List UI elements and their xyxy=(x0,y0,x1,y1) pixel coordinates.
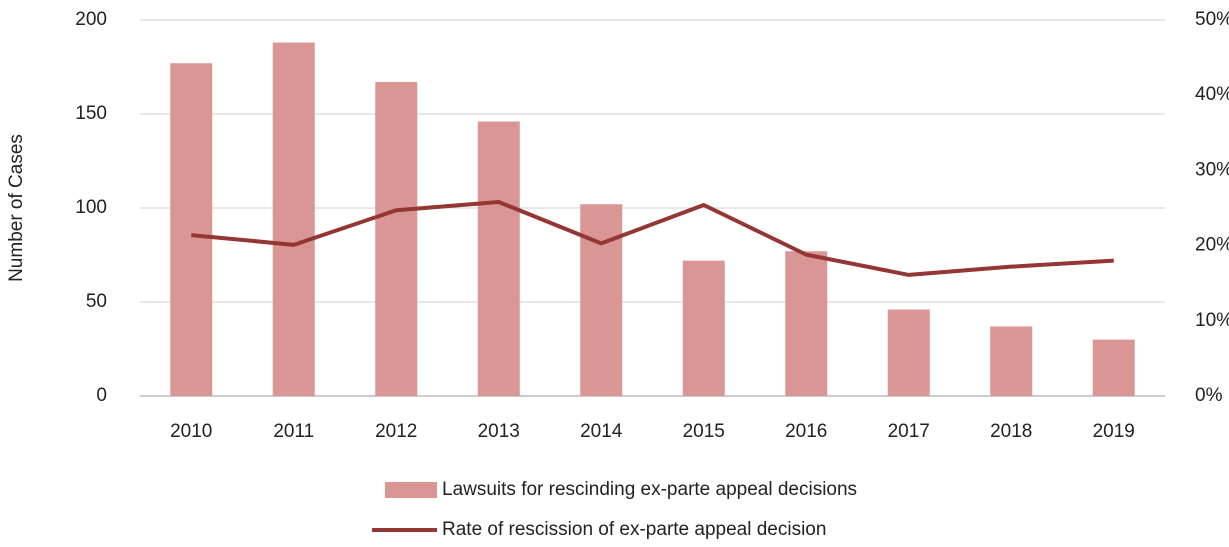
x-tick-label: 2015 xyxy=(683,421,725,442)
x-tick-label: 2014 xyxy=(580,421,623,442)
y2-tick-label: 10% xyxy=(1195,310,1229,331)
y-tick-label: 150 xyxy=(75,103,107,124)
x-tick-label: 2019 xyxy=(1093,421,1135,442)
x-tick-label: 2011 xyxy=(273,421,314,442)
x-tick-label: 2013 xyxy=(478,421,520,442)
legend-swatch xyxy=(385,482,437,498)
y-tick-label: 200 xyxy=(75,9,107,30)
bar xyxy=(990,326,1033,396)
y2-tick-label: 0% xyxy=(1195,385,1223,406)
bar xyxy=(477,121,520,397)
legend-label: Lawsuits for rescinding ex-parte appeal … xyxy=(442,479,857,500)
y-tick-label: 0 xyxy=(96,385,107,406)
bar xyxy=(682,260,725,396)
y2-tick-label: 40% xyxy=(1195,84,1229,105)
x-tick-label: 2017 xyxy=(888,421,930,442)
x-tick-label: 2012 xyxy=(375,421,417,442)
y-tick-label: 100 xyxy=(75,197,107,218)
x-tick-label: 2010 xyxy=(170,421,212,442)
bar xyxy=(1092,339,1135,396)
bar xyxy=(785,251,828,396)
bar xyxy=(272,42,315,397)
bar xyxy=(887,309,930,396)
bar xyxy=(375,82,418,396)
bar xyxy=(580,204,623,396)
line xyxy=(191,199,1114,277)
x-tick-label: 2016 xyxy=(785,421,827,442)
y-axis-title: Number of Cases xyxy=(6,134,27,282)
y-tick-label: 50 xyxy=(86,291,107,312)
y2-tick-label: 50% xyxy=(1195,9,1229,30)
legend-label: Rate of rescission of ex-parte appeal de… xyxy=(442,519,826,540)
y2-tick-label: 30% xyxy=(1195,159,1229,180)
x-tick-label: 2018 xyxy=(990,421,1032,442)
y2-tick-label: 20% xyxy=(1195,235,1229,256)
bar xyxy=(170,63,213,397)
